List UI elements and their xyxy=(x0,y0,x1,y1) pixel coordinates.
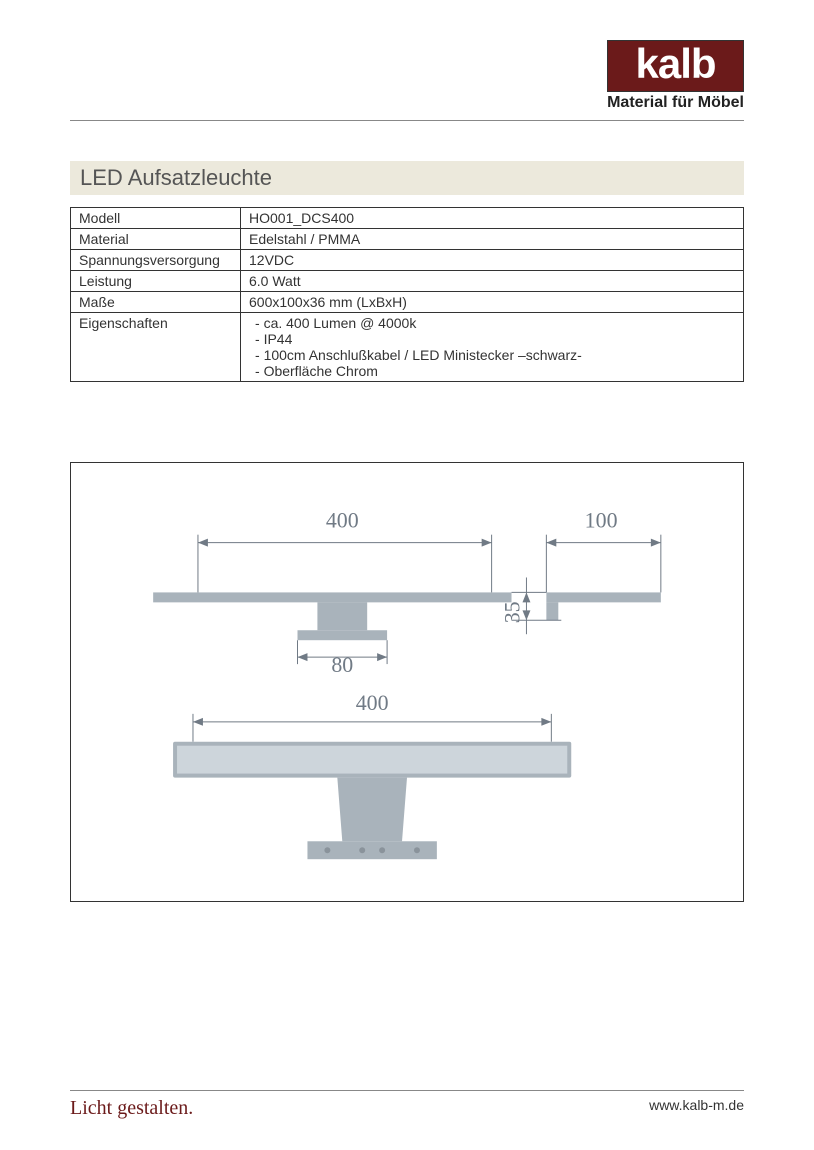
footer: Licht gestalten. www.kalb-m.de xyxy=(70,1090,744,1120)
dim-label: 80 xyxy=(331,652,353,677)
table-row: Spannungsversorgung12VDC xyxy=(71,250,744,271)
table-row: MaterialEdelstahl / PMMA xyxy=(71,229,744,250)
footer-slogan: Licht gestalten. xyxy=(70,1097,193,1120)
dim-label: 400 xyxy=(356,690,389,715)
list-item: 100cm Anschlußkabel / LED Ministecker –s… xyxy=(269,347,735,363)
header-divider xyxy=(70,120,744,121)
dim-label: 35 xyxy=(499,601,524,623)
spec-table: ModellHO001_DCS400 MaterialEdelstahl / P… xyxy=(70,207,744,382)
list-item: IP44 xyxy=(269,331,735,347)
footer-url: www.kalb-m.de xyxy=(649,1097,744,1120)
logo-area: kalb Material für Möbel xyxy=(70,40,744,112)
footer-divider xyxy=(70,1090,744,1091)
table-row: Maße600x100x36 mm (LxBxH) xyxy=(71,292,744,313)
list-item: Oberfläche Chrom xyxy=(269,363,735,379)
properties-list: ca. 400 Lumen @ 4000k IP44 100cm Anschlu… xyxy=(249,315,735,379)
dim-label: 400 xyxy=(326,508,359,533)
logo-brand: kalb xyxy=(607,40,744,92)
dim-label: 100 xyxy=(585,508,618,533)
logo-tagline: Material für Möbel xyxy=(607,94,744,112)
technical-diagram: 400 100 35 xyxy=(70,462,744,902)
table-row: ModellHO001_DCS400 xyxy=(71,208,744,229)
table-row: Leistung6.0 Watt xyxy=(71,271,744,292)
page-title: LED Aufsatzleuchte xyxy=(70,161,744,195)
list-item: ca. 400 Lumen @ 4000k xyxy=(269,315,735,331)
table-row: Eigenschaften ca. 400 Lumen @ 4000k IP44… xyxy=(71,313,744,382)
